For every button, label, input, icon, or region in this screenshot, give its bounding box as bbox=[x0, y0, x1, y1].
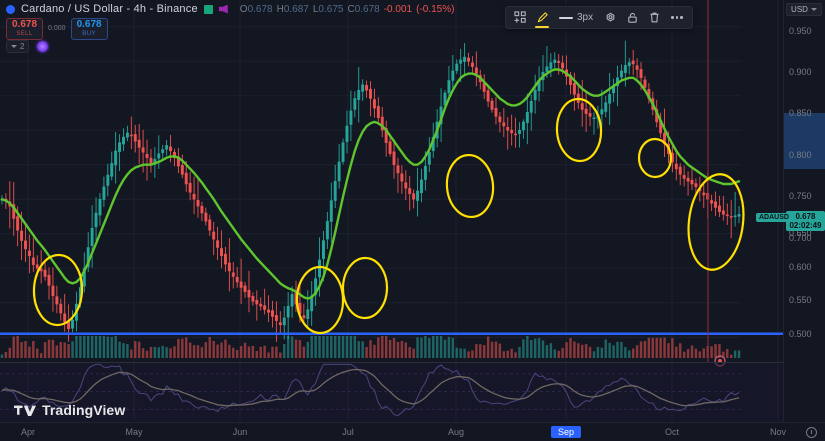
buy-price: 0.678 bbox=[76, 19, 102, 30]
indicator-flag-icon[interactable] bbox=[218, 4, 228, 14]
time-tick-apr: Apr bbox=[20, 427, 36, 437]
lock-icon[interactable] bbox=[622, 8, 642, 27]
buy-label: BUY bbox=[82, 30, 96, 37]
currency-label: USD bbox=[791, 5, 808, 14]
currency-selector[interactable]: USD bbox=[786, 3, 822, 16]
price-tick-7: 0.600 bbox=[789, 262, 812, 272]
settings-gear-icon[interactable] bbox=[600, 8, 620, 27]
line-width-preview bbox=[559, 16, 573, 19]
price-tick-1: 0.900 bbox=[789, 67, 812, 77]
symbol-price-tag: ADAUSD bbox=[756, 213, 792, 222]
time-tick-oct: Oct bbox=[664, 427, 680, 437]
indicator-legend: 2 bbox=[6, 40, 49, 53]
high-label: H0.687 bbox=[276, 3, 309, 15]
current-price-badge: 0.678 02:02:49 bbox=[786, 211, 825, 232]
line-width-selector[interactable]: 3px bbox=[554, 12, 598, 23]
current-price-value: 0.678 bbox=[795, 212, 816, 221]
change-percent: (-0.15%) bbox=[416, 3, 455, 15]
price-scale-highlight bbox=[784, 113, 825, 169]
rsi-panel-background bbox=[0, 363, 783, 422]
symbol-title[interactable]: Cardano / US Dollar - 4h - Binance bbox=[21, 3, 198, 15]
indicator-value: 2 bbox=[20, 42, 25, 51]
spread-value: 0.000 bbox=[48, 25, 66, 33]
sell-label: SELL bbox=[16, 30, 33, 37]
price-tick-8: 0.550 bbox=[789, 295, 812, 305]
price-tick-3: 0.800 bbox=[789, 150, 812, 160]
more-options-icon[interactable] bbox=[666, 16, 688, 19]
time-tick-aug: Aug bbox=[447, 427, 465, 437]
line-width-label: 3px bbox=[577, 12, 594, 23]
delete-icon[interactable] bbox=[644, 8, 664, 27]
price-tick-6: 0.650 bbox=[789, 228, 812, 238]
chart-canvas[interactable] bbox=[0, 0, 783, 422]
clock-icon[interactable] bbox=[806, 427, 817, 438]
candlestick-style-icon[interactable] bbox=[203, 4, 213, 14]
open-label: O0.678 bbox=[239, 3, 273, 15]
time-scale[interactable]: Apr May Jun Jul Aug Sep Oct Nov bbox=[0, 422, 825, 441]
change-value: -0.001 bbox=[383, 3, 413, 15]
brush-tool-icon[interactable] bbox=[532, 8, 552, 28]
drawing-toolbar[interactable]: 3px bbox=[505, 6, 693, 29]
bar-countdown: 02:02:49 bbox=[789, 221, 822, 231]
tradingview-logo-icon bbox=[14, 405, 36, 416]
tradingview-watermark-text: TradingView bbox=[42, 402, 126, 418]
buy-sell-widget: 0.678 SELL 0.000 0.678 BUY bbox=[6, 18, 108, 40]
visibility-eye-icon[interactable] bbox=[37, 41, 49, 52]
low-label: L0.675 bbox=[312, 3, 344, 15]
price-tick-9: 0.500 bbox=[789, 329, 812, 339]
chevron-down-icon bbox=[11, 45, 17, 48]
add-template-icon[interactable] bbox=[510, 8, 530, 27]
price-tick-0: 0.950 bbox=[789, 26, 812, 36]
blue-dot-icon bbox=[6, 4, 15, 14]
sell-price: 0.678 bbox=[12, 19, 38, 30]
price-tick-5: 0.700 bbox=[789, 233, 812, 243]
time-tick-sep: Sep bbox=[550, 426, 582, 438]
time-tick-nov: Nov bbox=[769, 427, 787, 437]
buy-button[interactable]: 0.678 BUY bbox=[70, 18, 108, 40]
sell-button[interactable]: 0.678 SELL bbox=[6, 18, 44, 40]
time-tick-jul: Jul bbox=[342, 427, 354, 437]
indicator-collapse-toggle[interactable]: 2 bbox=[6, 40, 30, 53]
close-label: C0.678 bbox=[347, 3, 380, 15]
chevron-down-icon bbox=[810, 8, 817, 11]
time-tick-jun: Jun bbox=[232, 427, 248, 437]
chart-legend: Cardano / US Dollar - 4h - Binance O0.67… bbox=[6, 3, 454, 15]
ohlc-values: O0.678 H0.687 L0.675 C0.678 -0.001 (-0.1… bbox=[240, 4, 455, 15]
price-tick-2: 0.850 bbox=[789, 108, 812, 118]
chart-svg bbox=[0, 0, 783, 420]
rsi-panel-separator bbox=[0, 362, 783, 363]
price-scale[interactable]: USD 0.950 0.900 0.850 0.800 0.750 0.700 … bbox=[783, 0, 825, 422]
tradingview-watermark: TradingView bbox=[14, 402, 125, 418]
time-tick-may: May bbox=[125, 427, 143, 437]
price-tick-4: 0.750 bbox=[789, 191, 812, 201]
